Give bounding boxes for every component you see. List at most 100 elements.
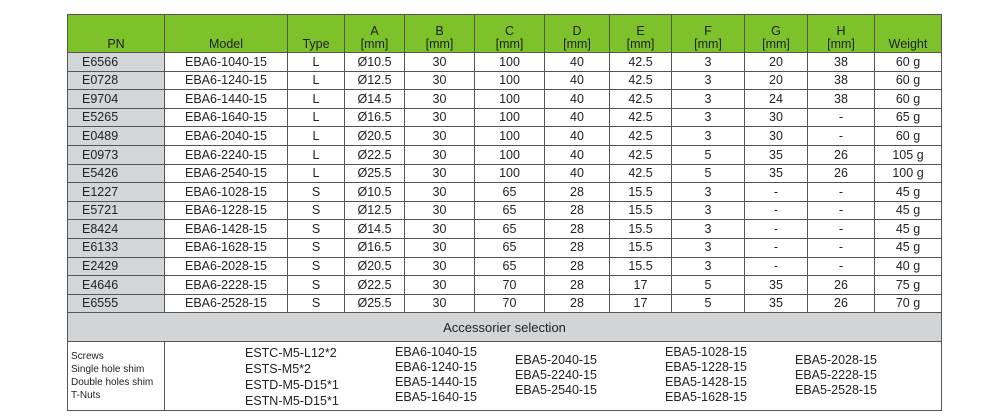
cell-h: 38 bbox=[807, 70, 875, 91]
table-row: E0489 EBA6-2040-15 L Ø20.5 30 100 40 42.5 3 30-60… bbox=[67, 126, 942, 146]
table-row: E1227 EBA6-1028-15 S Ø10.5 30 65 28 15.5 3- -45 g bbox=[67, 182, 942, 202]
cell-h: - bbox=[807, 256, 875, 277]
cell-model: EBA6-1440-15 bbox=[164, 89, 288, 109]
cell-b: 30 bbox=[404, 237, 475, 258]
cell-e: 42.5 bbox=[609, 89, 672, 109]
cell-weight: 45 g bbox=[874, 237, 942, 258]
accessory-part: EBA5-1228-15 bbox=[665, 360, 748, 375]
dim-unit: [mm] bbox=[694, 36, 722, 51]
cell-f: 3 bbox=[671, 107, 745, 128]
cell-model: EBA6-1628-15 bbox=[164, 237, 288, 258]
cell-c: 65 bbox=[474, 182, 545, 202]
cell-c: 100 bbox=[474, 107, 545, 128]
cell-e: 15.5 bbox=[609, 237, 672, 258]
cell-d: 40 bbox=[544, 89, 610, 109]
cell-g: 35 bbox=[744, 293, 808, 314]
cell-h: - bbox=[807, 182, 875, 202]
cell-c: 65 bbox=[474, 219, 545, 239]
cell-d: 28 bbox=[544, 182, 610, 202]
accessory-label: Single hole shim bbox=[71, 364, 145, 376]
cell-pn: E4646 bbox=[67, 275, 165, 295]
cell-e: 42.5 bbox=[609, 163, 672, 184]
cell-type: L bbox=[287, 89, 345, 109]
cell-type: S bbox=[287, 275, 345, 295]
cell-e: 42.5 bbox=[609, 126, 672, 146]
cell-f: 3 bbox=[671, 219, 745, 239]
accessory-label: T-Nuts bbox=[71, 390, 101, 402]
cell-weight: 75 g bbox=[874, 275, 942, 295]
table-row: E0973 EBA6-2240-15 L Ø22.5 30 100 40 42.5 5 35 26 1… bbox=[67, 144, 942, 165]
cell-e: 17 bbox=[609, 275, 672, 295]
cell-h: - bbox=[807, 126, 875, 146]
cell-d: 28 bbox=[544, 275, 610, 295]
cell-a: Ø16.5 bbox=[344, 107, 405, 128]
cell-weight: 40 g bbox=[874, 256, 942, 277]
header-row: PN Model Type A [mm] B [mm] C [mm] D [mm] E [mm] F… bbox=[67, 14, 942, 53]
cell-weight: 100 g bbox=[874, 163, 942, 184]
cell-d: 28 bbox=[544, 256, 610, 277]
cell-pn: E0489 bbox=[67, 126, 165, 146]
cell-c: 100 bbox=[474, 126, 545, 146]
cell-c: 100 bbox=[474, 52, 545, 72]
accessories-title: Accessorier selection bbox=[67, 312, 942, 343]
cell-model: EBA6-2228-15 bbox=[164, 275, 288, 295]
dim-letter: B bbox=[435, 24, 444, 38]
cell-g: - bbox=[744, 237, 808, 258]
accessory-column: EBA5-1028-15 EBA5-1228-15 EBA5-1428-15 EBA5… bbox=[665, 345, 747, 405]
cell-pn: E2429 bbox=[67, 256, 165, 277]
cell-h: 38 bbox=[807, 89, 875, 109]
cell-e: 15.5 bbox=[609, 256, 672, 277]
cell-type: S bbox=[287, 219, 345, 239]
header-dim-a: A [mm] bbox=[344, 14, 405, 53]
table-row: E5265 EBA6-1640-15 L Ø16.5 30 100 40 42.5 3 30-65… bbox=[67, 107, 942, 128]
accessory-part: ESTC-M5-L12*2 bbox=[245, 346, 337, 361]
accessory-column: EBA6-1040-15 EBA6-1240-15 EBA5-1440-15 EBA5… bbox=[395, 345, 477, 405]
cell-model: EBA6-2528-15 bbox=[164, 293, 288, 314]
cell-weight: 70 g bbox=[874, 293, 942, 314]
accessory-part: EBA5-2540-15 bbox=[515, 383, 598, 398]
cell-f: 5 bbox=[671, 163, 745, 184]
cell-b: 30 bbox=[404, 107, 475, 128]
cell-g: - bbox=[744, 256, 808, 277]
accessory-part: ESTS-M5*2 bbox=[245, 362, 311, 377]
dim-letter: E bbox=[636, 24, 645, 38]
header-dim-e: E [mm] bbox=[609, 14, 672, 53]
cell-weight: 60 g bbox=[874, 126, 942, 146]
cell-a: Ø20.5 bbox=[344, 126, 405, 146]
cell-f: 3 bbox=[671, 182, 745, 202]
cell-a: Ø16.5 bbox=[344, 237, 405, 258]
accessory-labels: Screws Single hole shim Double holes shim T… bbox=[67, 341, 165, 412]
accessory-label: Double holes shim bbox=[71, 377, 154, 389]
cell-type: L bbox=[287, 163, 345, 184]
cell-c: 70 bbox=[474, 293, 545, 314]
header-dim-d: D [mm] bbox=[544, 14, 610, 53]
dim-letter: C bbox=[504, 24, 515, 38]
header-pn: PN bbox=[67, 14, 165, 53]
cell-type: S bbox=[287, 237, 345, 258]
cell-e: 42.5 bbox=[609, 52, 672, 72]
table-row: E5721 EBA6-1228-15 S Ø12.5 30 65 28 15.5 3- -45 g bbox=[67, 200, 942, 221]
cell-h: - bbox=[807, 219, 875, 239]
accessory-part: EBA6-1040-15 bbox=[395, 345, 478, 360]
cell-b: 30 bbox=[404, 126, 475, 146]
table-row: E6566 EBA6-1040-15 L Ø10.5 30 100 40 42.5 3 20 38 6… bbox=[67, 52, 942, 72]
cell-g: 35 bbox=[744, 163, 808, 184]
accessory-part: EBA5-1428-15 bbox=[665, 375, 748, 390]
accessory-part: EBA5-1028-15 bbox=[665, 345, 748, 360]
cell-d: 28 bbox=[544, 219, 610, 239]
cell-b: 30 bbox=[404, 293, 475, 314]
cell-d: 40 bbox=[544, 52, 610, 72]
table-row: E5426 EBA6-2540-15 L Ø25.5 30 100 40 42.5 5 35 26 1… bbox=[67, 163, 942, 184]
cell-b: 30 bbox=[404, 163, 475, 184]
cell-model: EBA6-1640-15 bbox=[164, 107, 288, 128]
accessory-part: EBA5-1440-15 bbox=[395, 375, 478, 390]
cell-pn: E5426 bbox=[67, 163, 165, 184]
cell-type: S bbox=[287, 256, 345, 277]
cell-h: 26 bbox=[807, 293, 875, 314]
cell-e: 42.5 bbox=[609, 70, 672, 91]
accessory-parts: ESTC-M5-L12*2 ESTS-M5*2 ESTD-M5-D15*1 ESTN-… bbox=[164, 341, 942, 412]
cell-pn: E5265 bbox=[67, 107, 165, 128]
accessory-part: ESTD-M5-D15*1 bbox=[245, 378, 339, 393]
accessory-part: EBA6-1240-15 bbox=[395, 360, 478, 375]
header-dim-f: F [mm] bbox=[671, 14, 745, 53]
